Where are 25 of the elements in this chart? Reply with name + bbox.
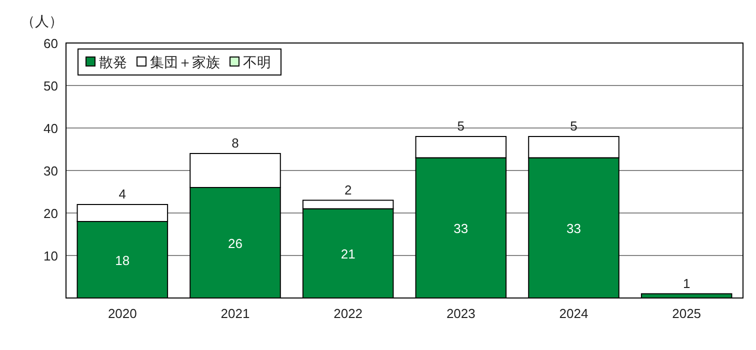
y-tick-label: 40 — [44, 121, 58, 136]
x-tick-label: 2023 — [446, 306, 476, 321]
y-tick-label: 30 — [44, 164, 58, 178]
data-label: 33 — [566, 220, 581, 236]
data-label: 33 — [454, 220, 468, 236]
data-label: 8 — [232, 136, 239, 150]
data-label: 4 — [118, 186, 126, 202]
legend-label: 集団＋家族 — [150, 54, 220, 70]
x-tick-label: 2021 — [220, 306, 250, 321]
data-label: 2 — [344, 182, 352, 198]
y-tick-label: 50 — [44, 78, 58, 94]
x-tick-label: 2020 — [108, 306, 137, 321]
x-tick-label: 2025 — [672, 306, 702, 321]
data-label: 21 — [340, 246, 356, 262]
x-tick-label: 2022 — [334, 306, 363, 321]
data-label: 26 — [228, 236, 242, 251]
legend-label: 不明 — [243, 54, 271, 70]
y-tick-label: 10 — [44, 248, 58, 264]
y-axis-title: （人） — [21, 13, 63, 29]
y-tick-label: 60 — [44, 36, 58, 51]
data-label: 1 — [682, 276, 690, 291]
legend-label: 散発 — [99, 54, 127, 70]
x-tick-label: 2024 — [559, 306, 588, 321]
data-label: 18 — [115, 252, 130, 268]
y-tick-label: 20 — [44, 206, 58, 221]
